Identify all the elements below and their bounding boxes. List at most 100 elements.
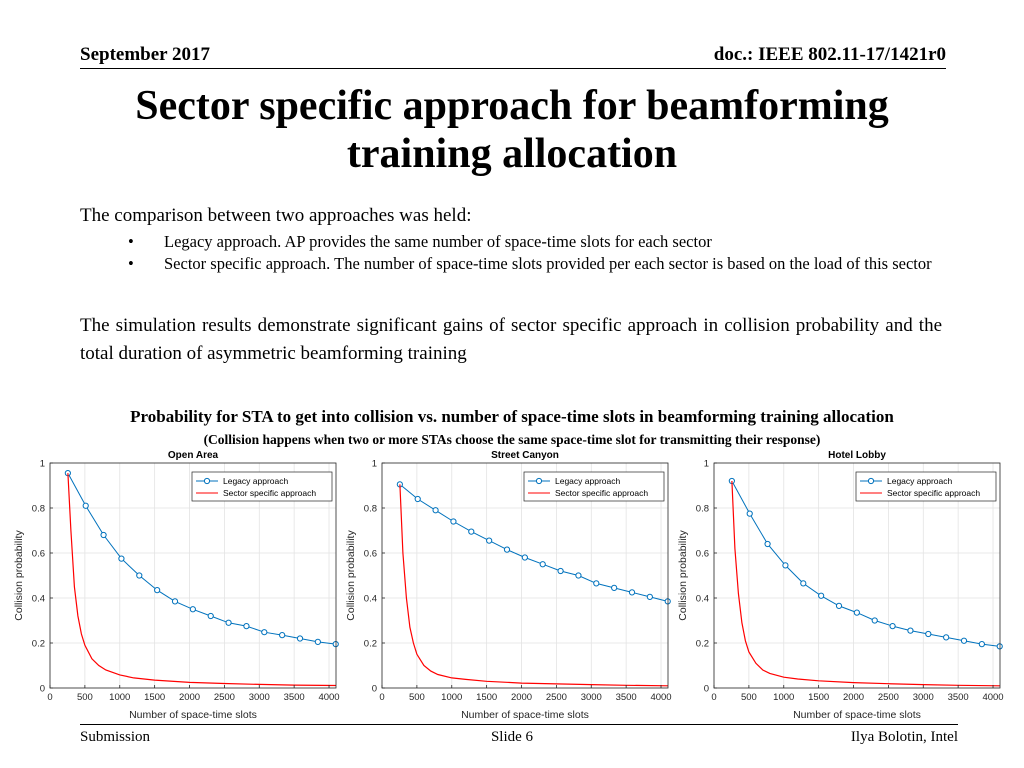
y-tick-label: 0.2 <box>696 639 709 650</box>
legacy-data-point <box>539 561 546 568</box>
bullet-legacy: • Legacy approach. AP provides the same n… <box>110 231 943 253</box>
legacy-data-point <box>853 609 860 616</box>
slide-title-line2: training allocation <box>346 131 678 177</box>
legacy-data-point <box>171 598 179 605</box>
y-tick-label: 0.8 <box>364 504 377 515</box>
legacy-data-point <box>468 528 475 535</box>
footer-author: Ilya Bolotin, Intel <box>850 729 958 745</box>
y-axis-label: Collision probability <box>13 530 25 621</box>
legacy-data-point <box>118 555 125 562</box>
x-tick-label: 2500 <box>546 692 567 703</box>
legacy-data-point <box>611 584 618 591</box>
legacy-data-point <box>503 546 511 553</box>
legacy-series-line <box>399 484 668 602</box>
sector-series-line <box>731 480 1001 687</box>
legacy-data-point <box>907 627 914 634</box>
sector-series-line <box>399 484 669 687</box>
chart-open-area-svg: 0 500 1000 1500 2000 2500 3000 3500 4000 0 0.2 0.4 0… <box>13 450 340 721</box>
y-tick-label: 0 <box>40 684 45 695</box>
chart-street-canyon: 0 500 1000 1500 2000 2500 3000 3500 4000 0 0.2 0.4 0… <box>338 446 676 724</box>
y-tick-label: 0 <box>704 684 709 695</box>
legacy-data-point <box>225 619 232 626</box>
header-date: September 2017 <box>80 44 210 65</box>
x-tick-label: 1500 <box>476 692 497 703</box>
figure-caption: Probability for STA to get into collisio… <box>130 407 894 426</box>
y-tick-label: 0.4 <box>32 594 45 605</box>
x-axis-label: Number of space-time slots <box>793 709 921 721</box>
header-doc-id: doc.: IEEE 802.11-17/1421r0 <box>713 44 946 65</box>
y-tick-label: 1 <box>372 459 377 470</box>
legacy-data-point <box>154 587 161 594</box>
x-tick-label: 1000 <box>773 692 794 703</box>
x-tick-label: 3500 <box>284 692 305 703</box>
chart-street-canyon-svg: 0 500 1000 1500 2000 2500 3000 3500 4000 0 0.2 0.4 0… <box>345 450 672 721</box>
y-axis-label: Collision probability <box>677 530 689 621</box>
y-tick-label: 0.6 <box>696 549 709 560</box>
legend-sector-label: Sector specific approach <box>223 488 316 498</box>
axes-box <box>713 462 1001 689</box>
legend-legacy-label: Legacy approach <box>887 476 952 486</box>
x-axis-label: Number of space-time slots <box>461 709 589 721</box>
bullet-dot: • <box>128 254 134 273</box>
legacy-data-point <box>782 562 789 569</box>
legacy-data-point <box>414 495 421 503</box>
x-tick-label: 0 <box>711 692 716 703</box>
y-tick-label: 0.6 <box>364 549 377 560</box>
legend-legacy-marker <box>203 477 211 485</box>
footer-submission: Submission <box>80 729 151 745</box>
x-tick-label: 4000 <box>318 692 339 703</box>
bullet-dot: • <box>128 232 134 251</box>
x-tick-label: 0 <box>47 692 52 703</box>
legacy-data-point <box>978 641 985 648</box>
legacy-data-point <box>432 507 439 514</box>
footer-slide-number: Slide 6 <box>490 729 534 745</box>
legacy-data-point <box>871 617 878 624</box>
x-tick-label: 500 <box>741 692 757 703</box>
legend-legacy-label: Legacy approach <box>555 476 620 486</box>
sector-series-line <box>67 473 337 687</box>
y-axis-label: Collision probability <box>345 530 357 621</box>
slide-title-line1: Sector specific approach for beamforming <box>135 83 889 129</box>
chart-title: Hotel Lobby <box>828 450 886 461</box>
x-tick-label: 3000 <box>249 692 270 703</box>
legend-box <box>191 471 333 502</box>
y-tick-label: 0.2 <box>364 639 377 650</box>
x-tick-label: 1500 <box>144 692 165 703</box>
legacy-data-point <box>943 634 950 641</box>
bullet-list: • Legacy approach. AP provides the same n… <box>110 231 943 275</box>
y-tick-label: 1 <box>40 459 45 470</box>
x-tick-label: 2000 <box>511 692 532 703</box>
legend-box <box>523 471 665 502</box>
legacy-data-point <box>628 589 636 596</box>
legend-box <box>855 471 997 502</box>
legacy-series-line <box>731 480 1000 647</box>
y-tick-label: 0.8 <box>32 504 45 515</box>
legacy-data-point <box>486 537 493 544</box>
y-tick-label: 0.6 <box>32 549 45 560</box>
x-tick-label: 1000 <box>109 692 130 703</box>
x-tick-label: 3500 <box>616 692 637 703</box>
legacy-data-point <box>800 580 807 587</box>
legacy-data-point <box>450 518 457 525</box>
x-tick-label: 1500 <box>808 692 829 703</box>
x-tick-label: 2000 <box>843 692 864 703</box>
slide-title: Sector specific approach for beamforming… <box>40 82 984 178</box>
x-tick-label: 2000 <box>179 692 200 703</box>
legacy-data-point <box>818 592 825 599</box>
results-text: The simulation results demonstrate signi… <box>80 315 942 364</box>
x-tick-label: 500 <box>77 692 93 703</box>
x-axis-label: Number of space-time slots <box>129 709 257 721</box>
legacy-data-point <box>557 567 564 575</box>
x-tick-label: 0 <box>379 692 384 703</box>
legacy-data-point <box>314 638 321 645</box>
x-tick-label: 2500 <box>214 692 235 703</box>
figure-subcaption: (Collision happens when two or more STAs… <box>203 432 821 447</box>
legacy-data-point <box>207 612 214 620</box>
y-tick-label: 0 <box>372 684 377 695</box>
x-tick-label: 500 <box>409 692 425 703</box>
legacy-data-point <box>960 637 968 644</box>
legend-legacy-marker <box>535 477 543 485</box>
axes-box <box>49 462 337 689</box>
legacy-data-point <box>835 602 843 609</box>
legacy-data-point <box>100 531 107 539</box>
